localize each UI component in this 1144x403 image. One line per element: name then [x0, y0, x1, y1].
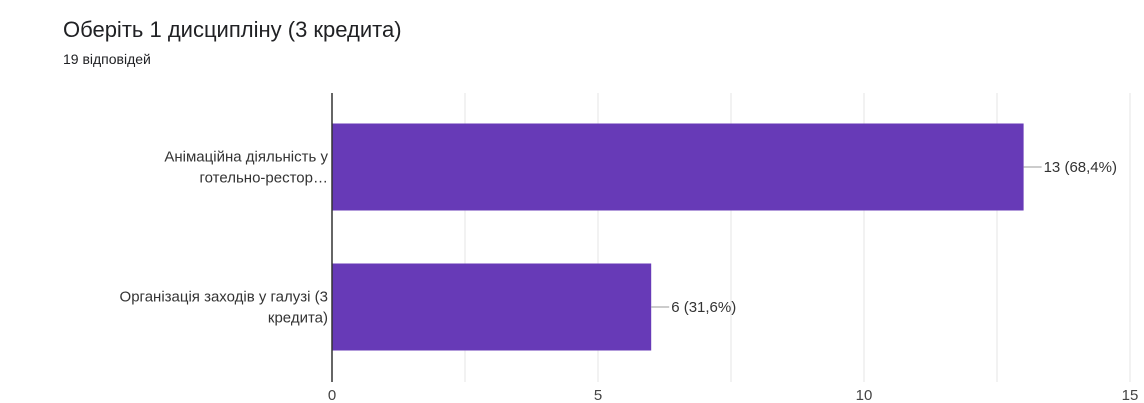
- data-label: 13 (68,4%): [1044, 159, 1117, 176]
- chart-header: Оберіть 1 дисципліну (3 кредита) 19 відп…: [63, 16, 402, 68]
- question-title: Оберіть 1 дисципліну (3 кредита): [63, 17, 402, 42]
- x-tick-label: 5: [594, 387, 602, 403]
- bar: [332, 123, 1024, 211]
- data-label: 6 (31,6%): [671, 299, 736, 316]
- bar: [332, 263, 652, 351]
- category-label: Організація заходів у галузі (3 кредита): [120, 289, 328, 327]
- response-count: 19 відповідей: [63, 51, 151, 67]
- x-tick-label: 15: [1122, 387, 1139, 403]
- category-label: Анімаційна діяльність у готельно-рестор…: [164, 149, 328, 187]
- x-tick-label: 0: [328, 387, 336, 403]
- x-tick-label: 10: [856, 387, 873, 403]
